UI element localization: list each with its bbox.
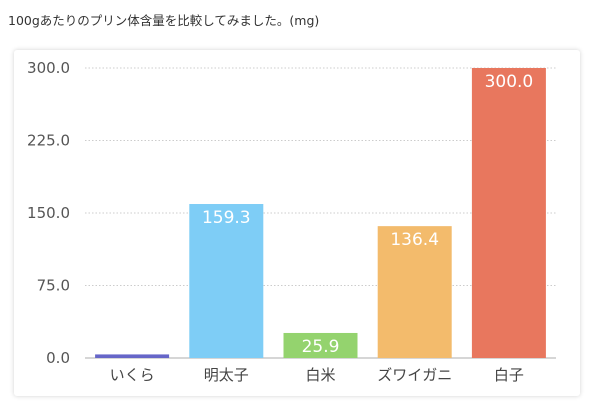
bar-2 [189, 204, 264, 358]
bar-5 [471, 68, 546, 358]
y-tick-label: 300.0 [27, 59, 70, 77]
x-category-label: ズワイガニ [377, 366, 452, 384]
bar-value-label: 25.9 [302, 337, 340, 357]
y-tick-label: 150.0 [27, 204, 70, 222]
x-category-label: いくら [110, 366, 155, 384]
bar-1 [95, 354, 170, 358]
y-tick-label: 225.0 [27, 132, 70, 150]
bar-value-label: 159.3 [202, 208, 251, 228]
y-tick-label: 0.0 [46, 349, 70, 367]
x-category-label: 白米 [305, 366, 335, 384]
bar-4 [377, 226, 452, 358]
y-tick-label: 75.0 [37, 277, 70, 295]
bar-value-label: 300.0 [485, 72, 534, 92]
bar-3 [283, 332, 358, 358]
x-category-label: 白子 [494, 366, 524, 384]
value-labels: 159.3 25.9 136.4 300.0 [202, 72, 533, 357]
y-axis-ticks: 0.0 75.0 150.0 225.0 300.0 [27, 59, 70, 367]
bar-value-label: 136.4 [390, 230, 439, 250]
x-axis-labels: いくら 明太子 白米 ズワイガニ 白子 [110, 366, 524, 384]
x-category-label: 明太子 [204, 366, 249, 384]
bars [95, 68, 546, 358]
chart-caption: 100gあたりのプリン体含量を比較してみました。(mg) [8, 13, 320, 28]
